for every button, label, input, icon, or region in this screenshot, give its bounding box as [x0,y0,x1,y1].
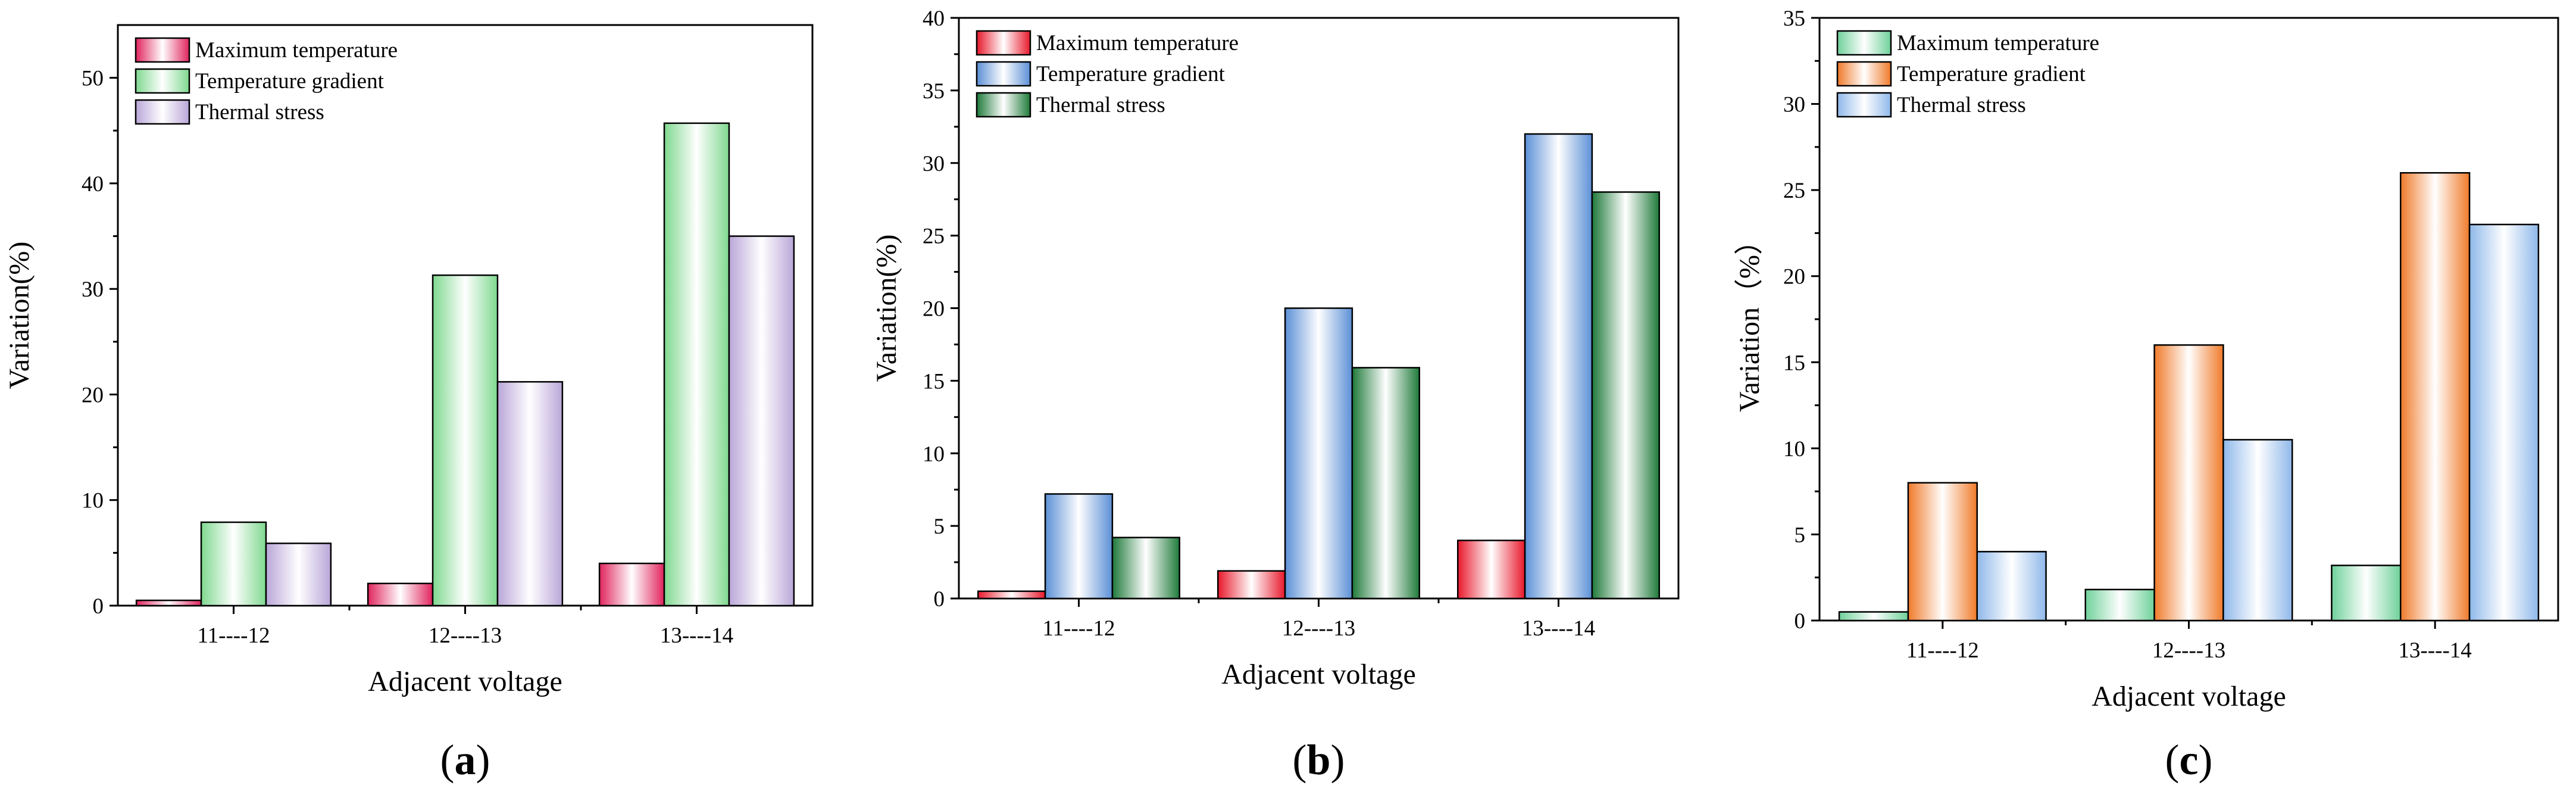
y-tick-label: 40 [82,172,104,197]
bar-thermal-stress [1111,537,1181,600]
legend-swatch [1836,92,1892,118]
legend-swatch [1836,61,1892,87]
y-tick-label: 10 [82,489,104,513]
y-tick-label: 25 [923,225,945,249]
legend-label: Thermal stress [1036,93,1165,117]
y-tick-label: 10 [1783,437,1805,462]
bar-thermal-stress [2468,223,2540,622]
legend-swatch [976,61,1031,87]
y-tick-label: 0 [93,594,104,619]
chart-panel-a: 0 10 20 30 40 50 11----12 12----13 13----14 Maxim… [4,24,814,784]
y-tick-label: 20 [1783,265,1805,289]
legend-swatch [135,37,190,63]
bar-temperature-gradient [663,122,730,607]
legend-label: Thermal stress [1897,93,2026,117]
y-axis-title: Variation(%) [871,235,902,382]
x-axis-title: Adjacent voltage [368,666,562,697]
legend-swatch [135,99,190,125]
y-tick-label: 20 [82,383,104,407]
bar-temperature-gradient [432,274,499,607]
legend-label: Maximum temperature [1897,31,2099,55]
bar-thermal-stress [496,381,564,607]
chart-panel-b: 0 5 10 15 20 25 30 35 40 11----12 12----13 13----14… [871,7,1680,784]
legend-swatch [135,68,190,94]
y-tick-label: 50 [82,67,104,91]
y-axis-title: Variation(%) [4,242,35,389]
y-tick-label: 5 [1795,523,1806,547]
bar-maximum-temperature [977,590,1046,600]
y-tick-label: 25 [1783,179,1805,203]
bar-temperature-gradient [1044,493,1114,600]
bar-thermal-stress [2222,439,2293,622]
y-tick-label: 15 [923,369,945,394]
bar-temperature-gradient [1524,133,1593,600]
bar-thermal-stress [265,543,332,607]
panel-label: (a) [440,736,490,784]
bar-maximum-temperature [598,562,665,607]
x-tick-label: 11----12 [1906,638,1979,663]
chart-panel-c: 0 5 10 15 20 25 30 35 11----12 12----13 13----14 Ma… [1734,7,2559,784]
bar-maximum-temperature [1217,570,1286,600]
bar-temperature-gradient [2153,344,2224,622]
panel-label: (c) [2165,736,2213,784]
bar-temperature-gradient [2400,172,2471,622]
bar-temperature-gradient [1284,307,1353,600]
legend-label: Temperature gradient [1897,62,2086,86]
y-tick-label: 10 [923,442,945,466]
legend-label: Maximum temperature [195,38,398,63]
bar-maximum-temperature [1838,611,1909,622]
x-tick-label: 12----13 [2152,638,2225,663]
x-axis-title: Adjacent voltage [1221,659,1416,690]
bar-maximum-temperature [2331,565,2402,622]
bar-maximum-temperature [2084,588,2155,622]
bar-thermal-stress [728,235,795,607]
bar-thermal-stress [1591,191,1661,600]
bar-thermal-stress [1976,551,2047,622]
bar-temperature-gradient [200,521,267,607]
legend-label: Temperature gradient [1036,62,1226,86]
panel-label: (b) [1292,736,1345,784]
bar-maximum-temperature [367,582,434,607]
x-tick-label: 12----13 [429,623,502,648]
legend-label: Temperature gradient [195,69,384,93]
y-axis-title: Variation（%） [1734,226,1765,412]
x-tick-label: 12----13 [1282,616,1355,641]
y-tick-label: 30 [1783,93,1805,117]
x-tick-label: 13----14 [660,623,733,648]
y-tick-label: 35 [923,79,945,104]
y-tick-label: 30 [82,278,104,302]
bar-maximum-temperature [1456,540,1526,600]
x-tick-label: 13----14 [2399,638,2472,663]
legend-swatch [976,30,1031,56]
bar-thermal-stress [1351,367,1421,600]
x-tick-label: 11----12 [198,623,270,648]
y-tick-label: 0 [934,587,945,612]
x-axis-title: Adjacent voltage [2092,681,2286,712]
legend-swatch [976,92,1031,118]
y-tick-label: 20 [923,297,945,322]
x-tick-label: 13----14 [1522,616,1595,641]
legend-label: Maximum temperature [1036,31,1239,55]
y-tick-label: 35 [1783,7,1805,31]
legend-label: Thermal stress [195,100,324,124]
y-tick-label: 0 [1795,609,1806,634]
bar-maximum-temperature [135,599,202,607]
y-tick-label: 15 [1783,351,1805,375]
y-tick-label: 30 [923,152,945,176]
x-tick-label: 11----12 [1043,616,1115,641]
y-tick-label: 40 [923,7,945,31]
bar-temperature-gradient [1907,482,1978,622]
y-tick-label: 5 [934,515,945,539]
legend-swatch [1836,30,1892,56]
